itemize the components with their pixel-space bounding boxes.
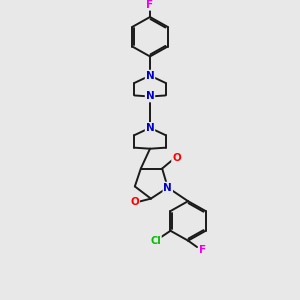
Text: O: O — [130, 197, 139, 207]
Text: N: N — [164, 183, 172, 193]
Text: F: F — [199, 245, 206, 255]
Text: N: N — [146, 92, 154, 101]
Text: Cl: Cl — [150, 236, 161, 246]
Text: F: F — [146, 0, 154, 10]
Text: N: N — [146, 123, 154, 133]
Text: N: N — [146, 70, 154, 81]
Text: O: O — [172, 152, 181, 163]
